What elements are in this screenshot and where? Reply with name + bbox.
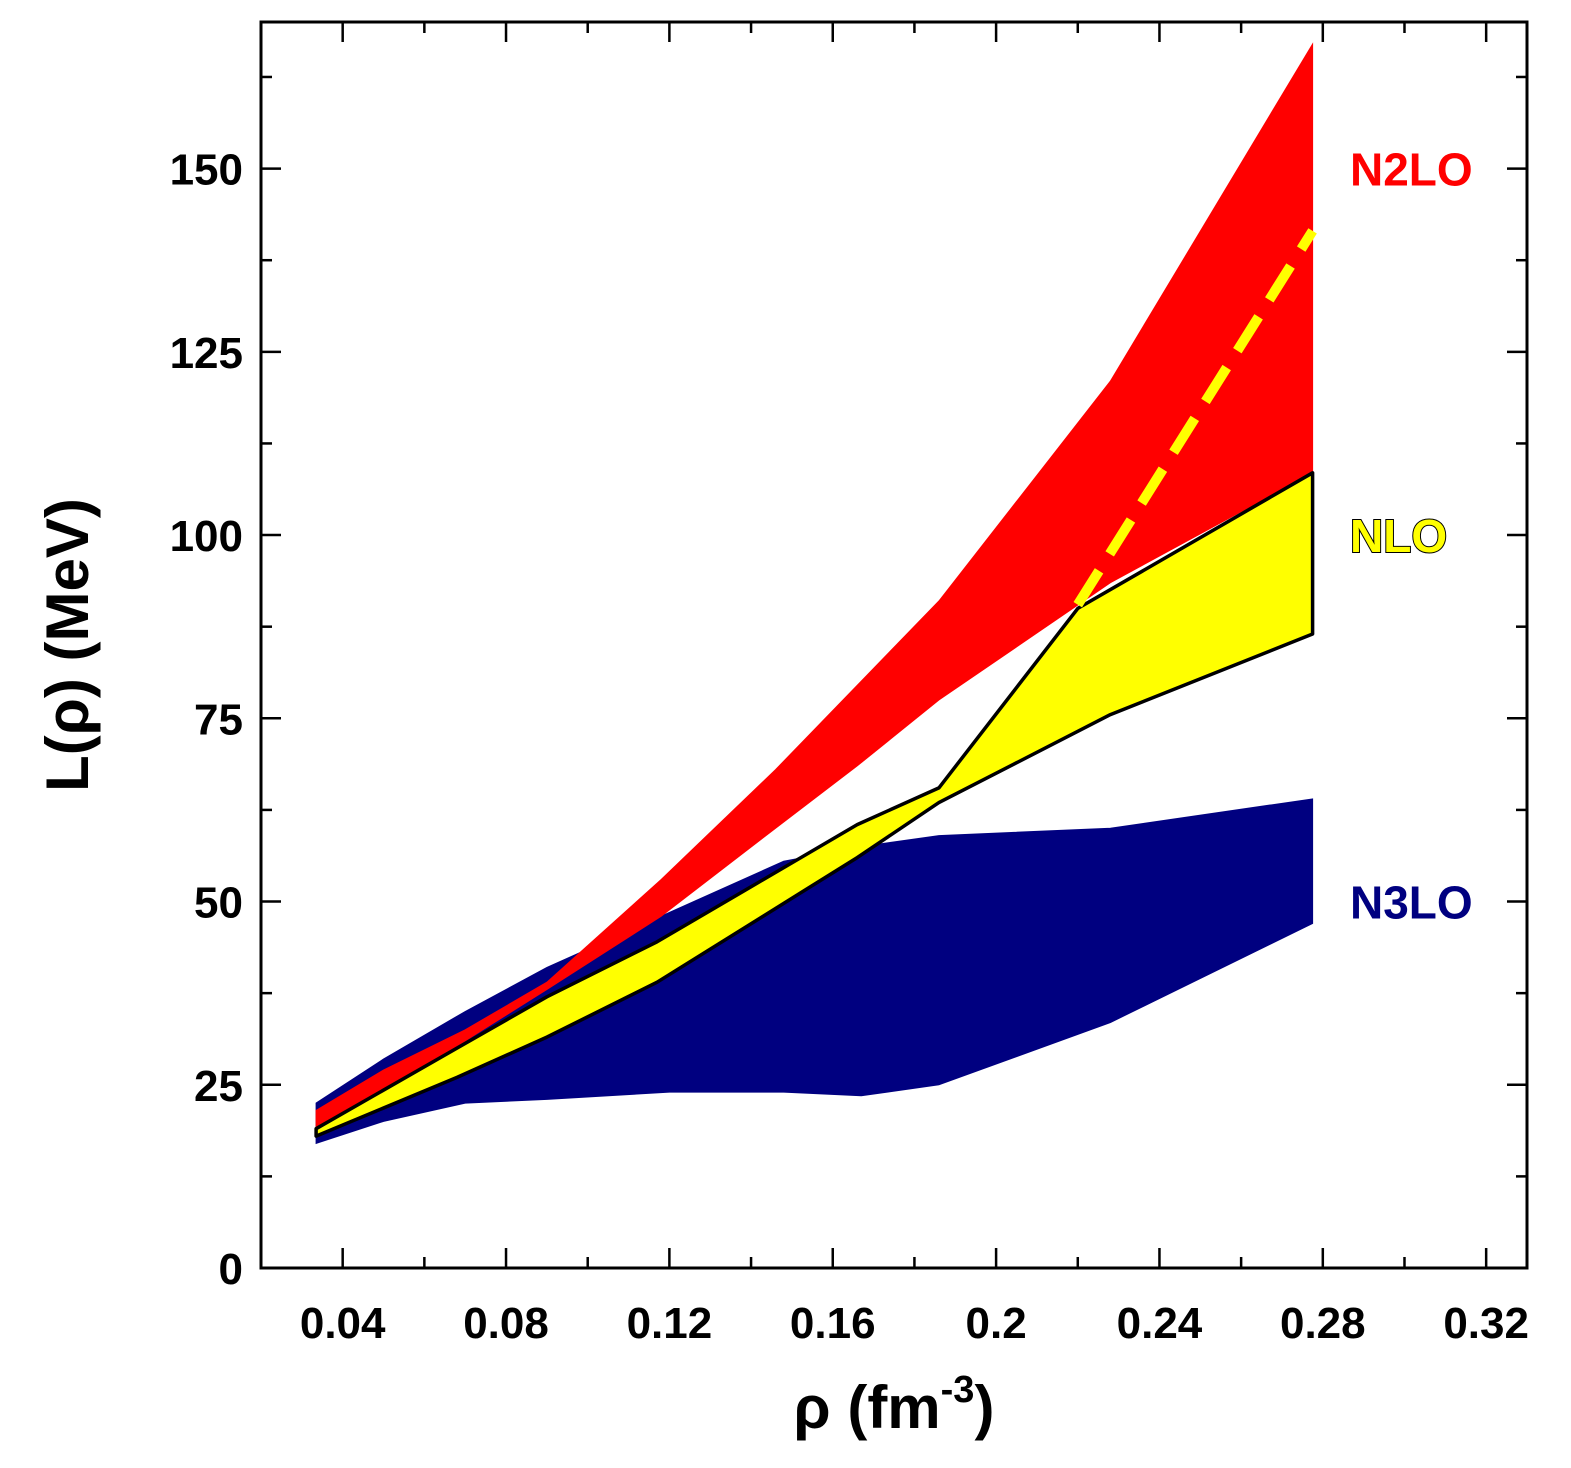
y-tick-label: 75 xyxy=(194,695,243,744)
x-tick-label: 0.28 xyxy=(1280,1299,1366,1348)
label-n3lo: N3LO xyxy=(1350,877,1473,929)
y-tick-label: 125 xyxy=(170,329,243,378)
y-tick-label: 0 xyxy=(219,1245,243,1294)
label-n2lo: N2LO xyxy=(1350,144,1473,196)
y-tick-label: 100 xyxy=(170,512,243,561)
label-nlo: NLO xyxy=(1350,510,1447,562)
n2lo-dashed-line xyxy=(1073,228,1317,608)
x-tick-label: 0.32 xyxy=(1443,1299,1529,1348)
y-tick-label: 50 xyxy=(194,879,243,928)
x-axis-title-tail: ) xyxy=(974,1374,994,1441)
y-axis-title: L(ρ) (MeV) xyxy=(34,498,101,792)
x-tick-label: 0.04 xyxy=(300,1299,386,1348)
band-annotations: N2LO NLO N3LO xyxy=(1349,144,1473,929)
bands-layer xyxy=(314,42,1315,1145)
x-tick-label: 0.08 xyxy=(463,1299,549,1348)
x-tick-label: 0.12 xyxy=(627,1299,713,1348)
y-tick-labels: 0 25 50 75 100 125 150 xyxy=(170,146,243,1294)
x-tick-label: 0.2 xyxy=(966,1299,1027,1348)
x-tick-labels: 0.04 0.08 0.12 0.16 0.2 0.24 0.28 0.32 xyxy=(300,1299,1529,1348)
x-tick-label: 0.24 xyxy=(1117,1299,1203,1348)
x-axis-title-sup: -3 xyxy=(941,1369,975,1411)
band-nlo xyxy=(314,471,1315,1138)
x-axis-title: ρ (fm-3) xyxy=(794,1369,995,1441)
ticks-layer xyxy=(259,22,1527,1270)
dashed-line-layer xyxy=(1073,228,1317,608)
plot-frame xyxy=(259,20,1529,1270)
y-tick-label: 150 xyxy=(170,146,243,195)
y-tick-label: 25 xyxy=(194,1062,243,1111)
x-axis-title-main: ρ (fm xyxy=(794,1374,941,1441)
x-tick-label: 0.16 xyxy=(790,1299,876,1348)
